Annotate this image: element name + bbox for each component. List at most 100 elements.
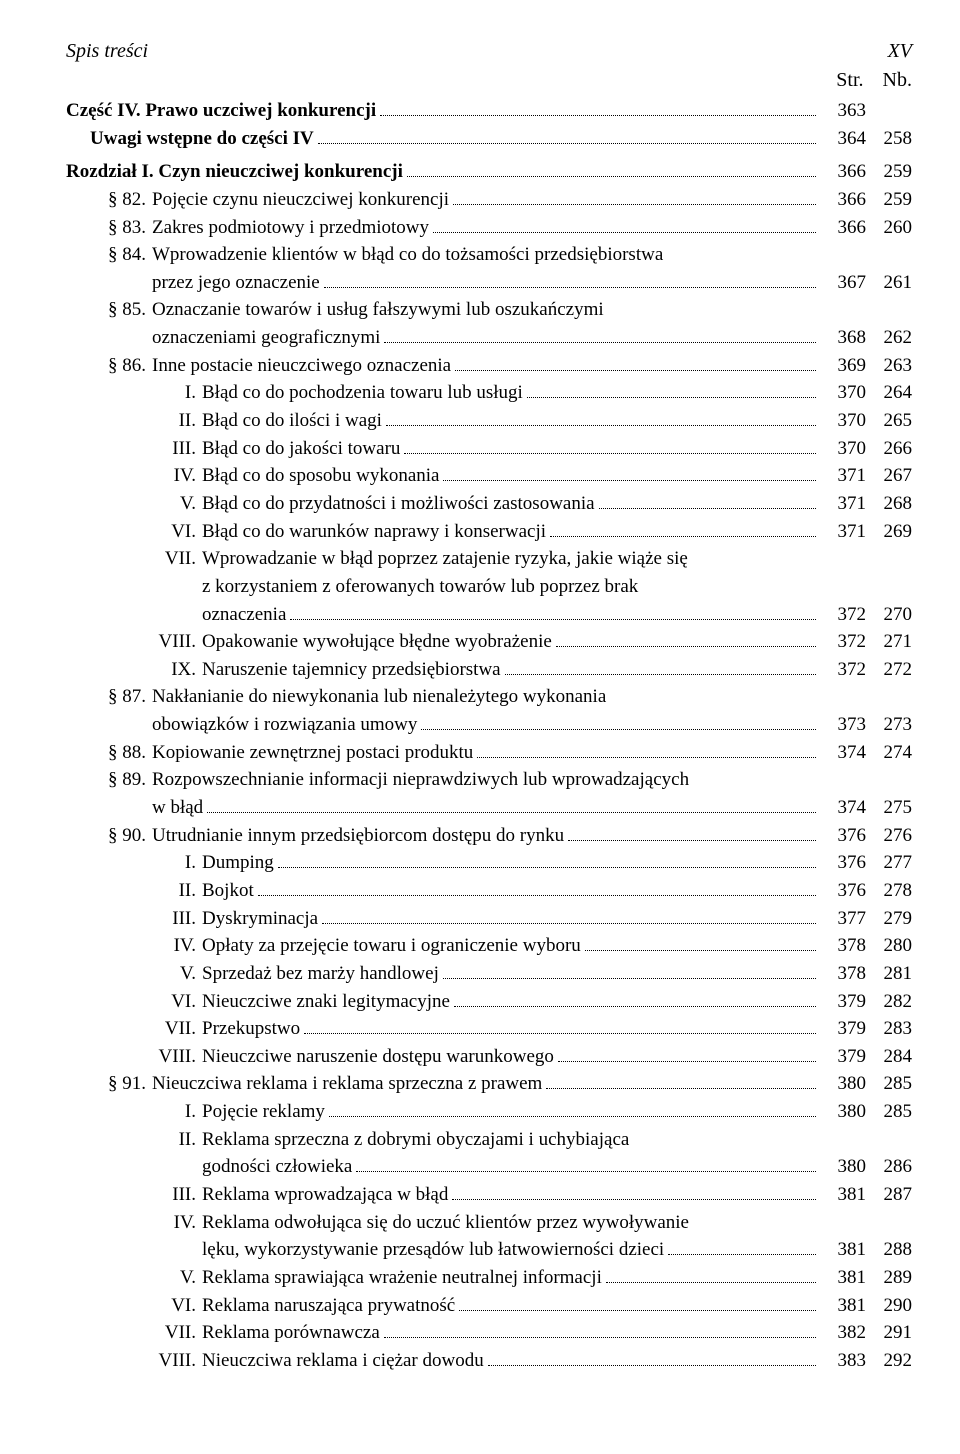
toc-row: II.Reklama sprzeczna z dobrymi obyczajam… <box>66 1127 912 1153</box>
roman-numeral: VIII. <box>66 1044 202 1070</box>
toc-section: § 90.Utrudnianie innym przedsiębiorcom d… <box>66 823 912 851</box>
margin-number: 265 <box>866 408 912 434</box>
toc-row: lęku, wykorzystywanie przesądów lub łatw… <box>66 1237 912 1263</box>
roman-numeral: VI. <box>66 989 202 1015</box>
page-number: 370 <box>820 408 866 434</box>
entry-label: w błąd <box>152 795 203 821</box>
dot-leader <box>384 1322 816 1338</box>
toc-row: § 85.Oznaczanie towarów i usług fałszywy… <box>66 297 912 323</box>
toc-row: § 89.Rozpowszechnianie informacji niepra… <box>66 767 912 793</box>
toc-row: Część IV. Prawo uczciwej konkurencji 363 <box>66 98 912 124</box>
entry-label: Utrudnianie innym przedsiębiorcom dostęp… <box>152 823 564 849</box>
page-number: 371 <box>820 519 866 545</box>
entry-label: Reklama sprzeczna z dobrymi obyczajami i… <box>202 1127 629 1153</box>
margin-number: 258 <box>866 126 912 152</box>
roman-numeral: II. <box>66 408 202 434</box>
dot-leader <box>606 1267 816 1283</box>
toc-subitem: V.Reklama sprawiająca wrażenie neutralne… <box>66 1265 912 1293</box>
page-number: 378 <box>820 961 866 987</box>
dot-leader <box>304 1018 816 1034</box>
margin-number: 278 <box>866 878 912 904</box>
toc-subitem: I.Pojęcie reklamy380285 <box>66 1099 912 1127</box>
dot-leader <box>599 493 816 509</box>
margin-number: 262 <box>866 325 912 351</box>
section-symbol: § 85. <box>66 297 152 323</box>
toc-subitem: II.Błąd co do ilości i wagi370265 <box>66 408 912 436</box>
dot-leader <box>421 714 816 730</box>
entry-label: Błąd co do przydatności i możliwości zas… <box>202 491 595 517</box>
margin-number: 287 <box>866 1182 912 1208</box>
dot-leader <box>477 742 816 758</box>
dot-leader <box>324 272 816 288</box>
toc-row: § 83.Zakres podmiotowy i przedmiotowy366… <box>66 215 912 241</box>
entry-label: Nakłanianie do niewykonania lub nienależ… <box>152 684 606 710</box>
roman-numeral: VIII. <box>66 1348 202 1374</box>
page-number: 377 <box>820 906 866 932</box>
entry-label: Dumping <box>202 850 274 876</box>
toc-row: II.Bojkot376278 <box>66 878 912 904</box>
entry-label: Nieuczciwa reklama i ciężar dowodu <box>202 1348 484 1374</box>
entry-label: Reklama wprowadzająca w błąd <box>202 1182 448 1208</box>
page-number: 376 <box>820 850 866 876</box>
toc-row: oznaczeniami geograficznymi368262 <box>66 325 912 351</box>
toc-row: VI.Nieuczciwe znaki legitymacyjne379282 <box>66 989 912 1015</box>
entry-label: Pojęcie czynu nieuczciwej konkurencji <box>152 187 449 213</box>
entry-label: oznaczenia <box>202 602 286 628</box>
entry-label: Rozpowszechnianie informacji nieprawdziw… <box>152 767 689 793</box>
entry-label: Nieuczciwe znaki legitymacyjne <box>202 989 450 1015</box>
margin-number: 271 <box>866 629 912 655</box>
toc-row: VII.Wprowadzanie w błąd poprzez zatajeni… <box>66 546 912 572</box>
toc-subitem: IV.Błąd co do sposobu wykonania371267 <box>66 463 912 491</box>
margin-number: 264 <box>866 380 912 406</box>
page-number: 374 <box>820 795 866 821</box>
page-number: 379 <box>820 1044 866 1070</box>
entry-label: Uwagi wstępne do części IV <box>90 126 314 152</box>
page-number: 372 <box>820 602 866 628</box>
toc-subitem: V.Błąd co do przydatności i możliwości z… <box>66 491 912 519</box>
dot-leader <box>207 797 816 813</box>
toc-row: I.Dumping376277 <box>66 850 912 876</box>
entry-label: Inne postacie nieuczciwego oznaczenia <box>152 353 451 379</box>
toc-row: obowiązków i rozwiązania umowy373273 <box>66 712 912 738</box>
page-number: 381 <box>820 1265 866 1291</box>
dot-leader <box>380 100 816 116</box>
toc-row: § 88.Kopiowanie zewnętrznej postaci prod… <box>66 740 912 766</box>
toc-row: IV.Opłaty za przejęcie towaru i ogranicz… <box>66 933 912 959</box>
dot-leader <box>488 1350 816 1366</box>
toc-subitem: IV.Reklama odwołująca się do uczuć klien… <box>66 1210 912 1265</box>
toc-subitem: I.Dumping376277 <box>66 850 912 878</box>
toc-row: II.Błąd co do ilości i wagi370265 <box>66 408 912 434</box>
toc-row: przez jego oznaczenie367261 <box>66 270 912 296</box>
toc-row: III.Reklama wprowadzająca w błąd381287 <box>66 1182 912 1208</box>
page-number: 363 <box>820 98 866 124</box>
toc-row: IV.Reklama odwołująca się do uczuć klien… <box>66 1210 912 1236</box>
margin-number: 289 <box>866 1265 912 1291</box>
toc-row: § 82.Pojęcie czynu nieuczciwej konkurenc… <box>66 187 912 213</box>
roman-numeral: VI. <box>66 1293 202 1319</box>
toc-section: § 87.Nakłanianie do niewykonania lub nie… <box>66 684 912 739</box>
toc-row: § 84.Wprowadzenie klientów w błąd co do … <box>66 242 912 268</box>
margin-number: 277 <box>866 850 912 876</box>
page-number: 380 <box>820 1071 866 1097</box>
page-number: 370 <box>820 380 866 406</box>
toc-subitem: II.Reklama sprzeczna z dobrymi obyczajam… <box>66 1127 912 1182</box>
page-number: 376 <box>820 878 866 904</box>
entry-label: Część IV. Prawo uczciwej konkurencji <box>66 98 376 124</box>
roman-numeral: IV. <box>66 1210 202 1236</box>
toc-row: I.Błąd co do pochodzenia towaru lub usłu… <box>66 380 912 406</box>
margin-number: 266 <box>866 436 912 462</box>
running-title: Spis treści <box>66 40 148 63</box>
page-number: 371 <box>820 491 866 517</box>
roman-numeral: IV. <box>66 463 202 489</box>
entry-label: Naruszenie tajemnicy przedsiębiorstwa <box>202 657 501 683</box>
page-number: 378 <box>820 933 866 959</box>
entry-label: Opłaty za przejęcie towaru i ograniczeni… <box>202 933 581 959</box>
toc-row: § 86.Inne postacie nieuczciwego oznaczen… <box>66 353 912 379</box>
col-str: Str. <box>836 69 863 91</box>
toc-section: § 91.Nieuczciwa reklama i reklama sprzec… <box>66 1071 912 1099</box>
margin-number: 281 <box>866 961 912 987</box>
toc-heading: Uwagi wstępne do części IV364258 <box>66 126 912 154</box>
margin-number: 285 <box>866 1099 912 1125</box>
toc-row: Rozdział I. Czyn nieuczciwej konkurencji… <box>66 159 912 185</box>
section-symbol: § 82. <box>66 187 152 213</box>
